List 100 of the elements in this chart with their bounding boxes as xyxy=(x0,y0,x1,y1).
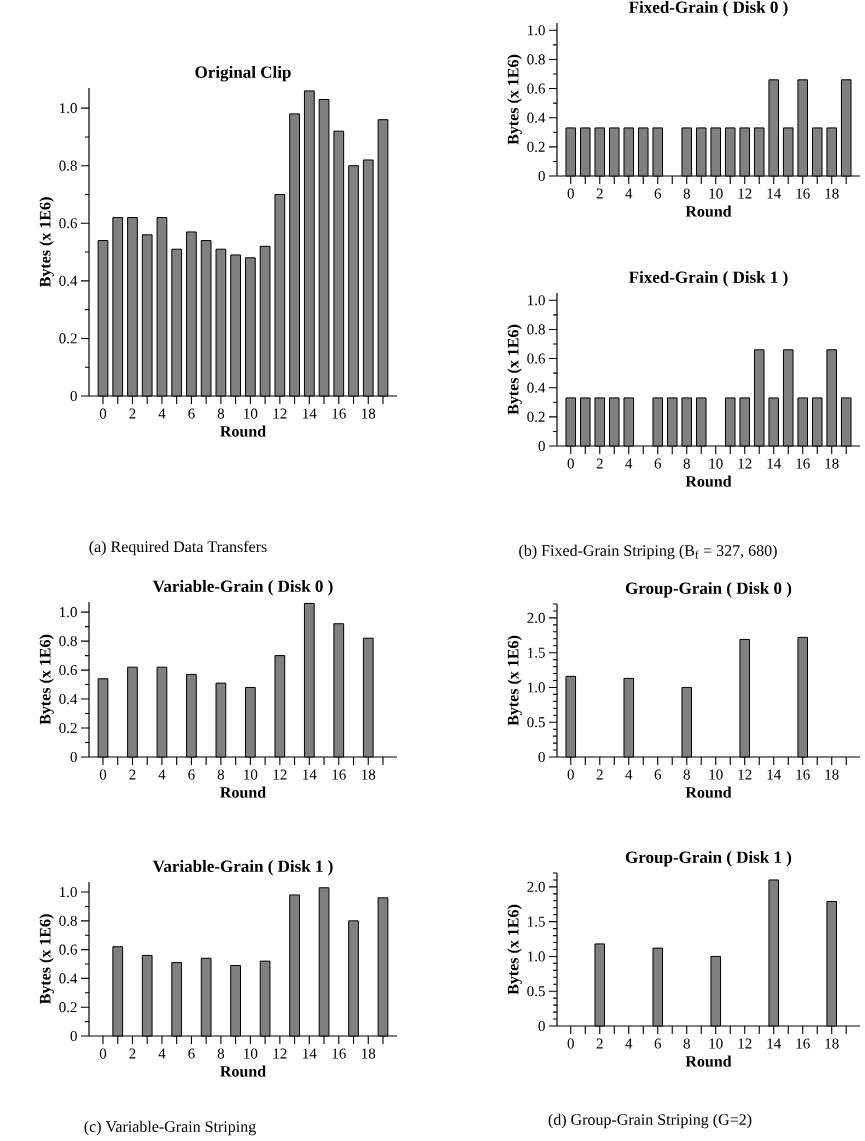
x-tick-label: 12 xyxy=(273,408,287,419)
y-axis-title: Bytes (x 1E6) xyxy=(39,634,54,725)
text: (a) Required Data Transfers xyxy=(89,540,267,556)
x-tick-label: 14 xyxy=(303,769,317,780)
x-tick-label: 12 xyxy=(738,458,752,469)
chart-title: Original Clip xyxy=(195,65,291,82)
x-tick-label: 12 xyxy=(738,769,752,780)
x-tick-label: 4 xyxy=(158,1048,166,1059)
x-tick-label: 10 xyxy=(709,1038,723,1049)
x-tick-label: 2 xyxy=(129,769,136,780)
x-tick-label: 0 xyxy=(567,769,574,780)
x-tick-label: 16 xyxy=(796,769,810,780)
x-tick-label: 4 xyxy=(158,769,166,780)
chart-title: Group-Grain ( Disk 1 ) xyxy=(625,851,792,867)
x-axis-title: Round xyxy=(685,786,732,798)
x-tick-label: 4 xyxy=(625,769,633,780)
y-tick-label: 0.8 xyxy=(59,160,77,171)
x-tick-label: 10 xyxy=(709,458,723,469)
y-tick-label: 2.0 xyxy=(527,881,545,892)
y-tick-label: 0 xyxy=(538,1020,545,1032)
y-tick-label: 0.4 xyxy=(59,693,78,705)
text: (c) Variable-Grain Striping xyxy=(84,1120,256,1136)
x-tick-label: 2 xyxy=(596,769,603,780)
y-axis-title: Bytes (x 1E6) xyxy=(39,197,54,288)
y-tick-label: 1.0 xyxy=(528,682,545,693)
x-tick-label: 16 xyxy=(332,1048,346,1059)
x-tick-label: 0 xyxy=(567,188,574,199)
x-axis-title: Round xyxy=(220,1065,266,1077)
x-axis-title: Round xyxy=(220,786,266,798)
y-tick-label: 0.2 xyxy=(59,333,77,344)
x-tick-label: 16 xyxy=(796,458,810,469)
x-tick-label: 10 xyxy=(709,188,723,199)
y-tick-label: 0.8 xyxy=(59,636,77,647)
x-tick-label: 4 xyxy=(625,1038,633,1049)
x-tick-label: 18 xyxy=(362,408,376,419)
y-tick-label: 1.0 xyxy=(528,951,545,962)
x-tick-label: 16 xyxy=(796,188,810,199)
x-tick-label: 10 xyxy=(244,1048,258,1059)
y-axis-title: Bytes (x 1E6) xyxy=(39,914,54,1005)
x-tick-label: 12 xyxy=(273,1048,287,1059)
y-tick-label: 1.0 xyxy=(528,295,545,306)
y-tick-label: 0.2 xyxy=(59,1002,77,1013)
y-tick-label: 0.5 xyxy=(527,986,545,997)
y-tick-label: 0.8 xyxy=(527,324,545,335)
x-tick-label: 8 xyxy=(217,1048,225,1059)
x-tick-label: 6 xyxy=(188,769,195,780)
x-tick-label: 10 xyxy=(709,769,723,780)
chart-title: Group-Grain ( Disk 0 ) xyxy=(625,582,792,598)
x-tick-label: 10 xyxy=(244,408,258,419)
x-axis-title: Round xyxy=(220,425,266,437)
y-tick-label: 2.0 xyxy=(527,612,545,623)
y-tick-label: 0.2 xyxy=(527,141,545,152)
x-tick-label: 14 xyxy=(767,458,781,469)
y-tick-label: 0 xyxy=(538,751,545,763)
y-tick-label: 0 xyxy=(70,751,77,763)
chart-title: Variable-Grain ( Disk 1 ) xyxy=(152,860,333,876)
y-tick-label: 1.0 xyxy=(60,103,77,114)
x-tick-label: 18 xyxy=(825,458,839,469)
y-tick-label: 0.6 xyxy=(527,83,546,94)
x-axis-title: Round xyxy=(685,205,732,217)
x-tick-label: 6 xyxy=(188,408,195,419)
y-tick-label: 0.4 xyxy=(527,112,546,123)
x-tick-label: 8 xyxy=(683,769,690,780)
x-tick-label: 18 xyxy=(362,1048,376,1059)
x-tick-label: 4 xyxy=(625,458,633,469)
y-tick-label: 0.4 xyxy=(527,382,546,393)
y-tick-label: 0.6 xyxy=(59,944,78,955)
y-tick-label: 0.2 xyxy=(527,411,545,422)
x-axis-title: Round xyxy=(685,1055,732,1067)
y-tick-label: 0 xyxy=(538,170,545,182)
x-tick-label: 2 xyxy=(596,458,603,469)
y-tick-label: 1.0 xyxy=(60,886,77,898)
x-tick-label: 14 xyxy=(767,769,781,780)
x-tick-label: 14 xyxy=(303,408,317,419)
x-tick-label: 6 xyxy=(654,458,662,469)
y-tick-label: 1.5 xyxy=(528,916,545,927)
x-tick-label: 16 xyxy=(332,408,346,419)
x-tick-label: 6 xyxy=(188,1048,195,1059)
x-tick-label: 2 xyxy=(596,188,603,199)
y-tick-label: 0.4 xyxy=(59,973,78,984)
x-tick-label: 8 xyxy=(683,188,690,199)
x-tick-label: 16 xyxy=(332,769,346,780)
x-tick-label: 18 xyxy=(825,769,839,780)
x-tick-label: 2 xyxy=(129,1048,136,1059)
x-tick-label: 8 xyxy=(217,769,225,780)
x-tick-label: 6 xyxy=(654,769,662,780)
x-tick-label: 0 xyxy=(99,408,107,419)
y-tick-label: 1.0 xyxy=(528,25,545,36)
y-tick-label: 1.5 xyxy=(528,647,545,658)
x-tick-label: 18 xyxy=(825,1038,839,1049)
y-tick-label: 0.6 xyxy=(527,353,546,364)
y-axis-title: Bytes (x 1E6) xyxy=(507,324,522,415)
chart-title: Fixed-Grain ( Disk 1 ) xyxy=(628,271,788,287)
x-tick-label: 0 xyxy=(567,458,574,469)
x-tick-label: 12 xyxy=(738,1038,752,1049)
x-axis-title: Round xyxy=(685,475,732,487)
y-axis-title: Bytes (x 1E6) xyxy=(507,635,522,726)
x-tick-label: 4 xyxy=(625,188,633,199)
x-tick-label: 8 xyxy=(683,458,690,469)
x-tick-label: 14 xyxy=(767,188,781,199)
